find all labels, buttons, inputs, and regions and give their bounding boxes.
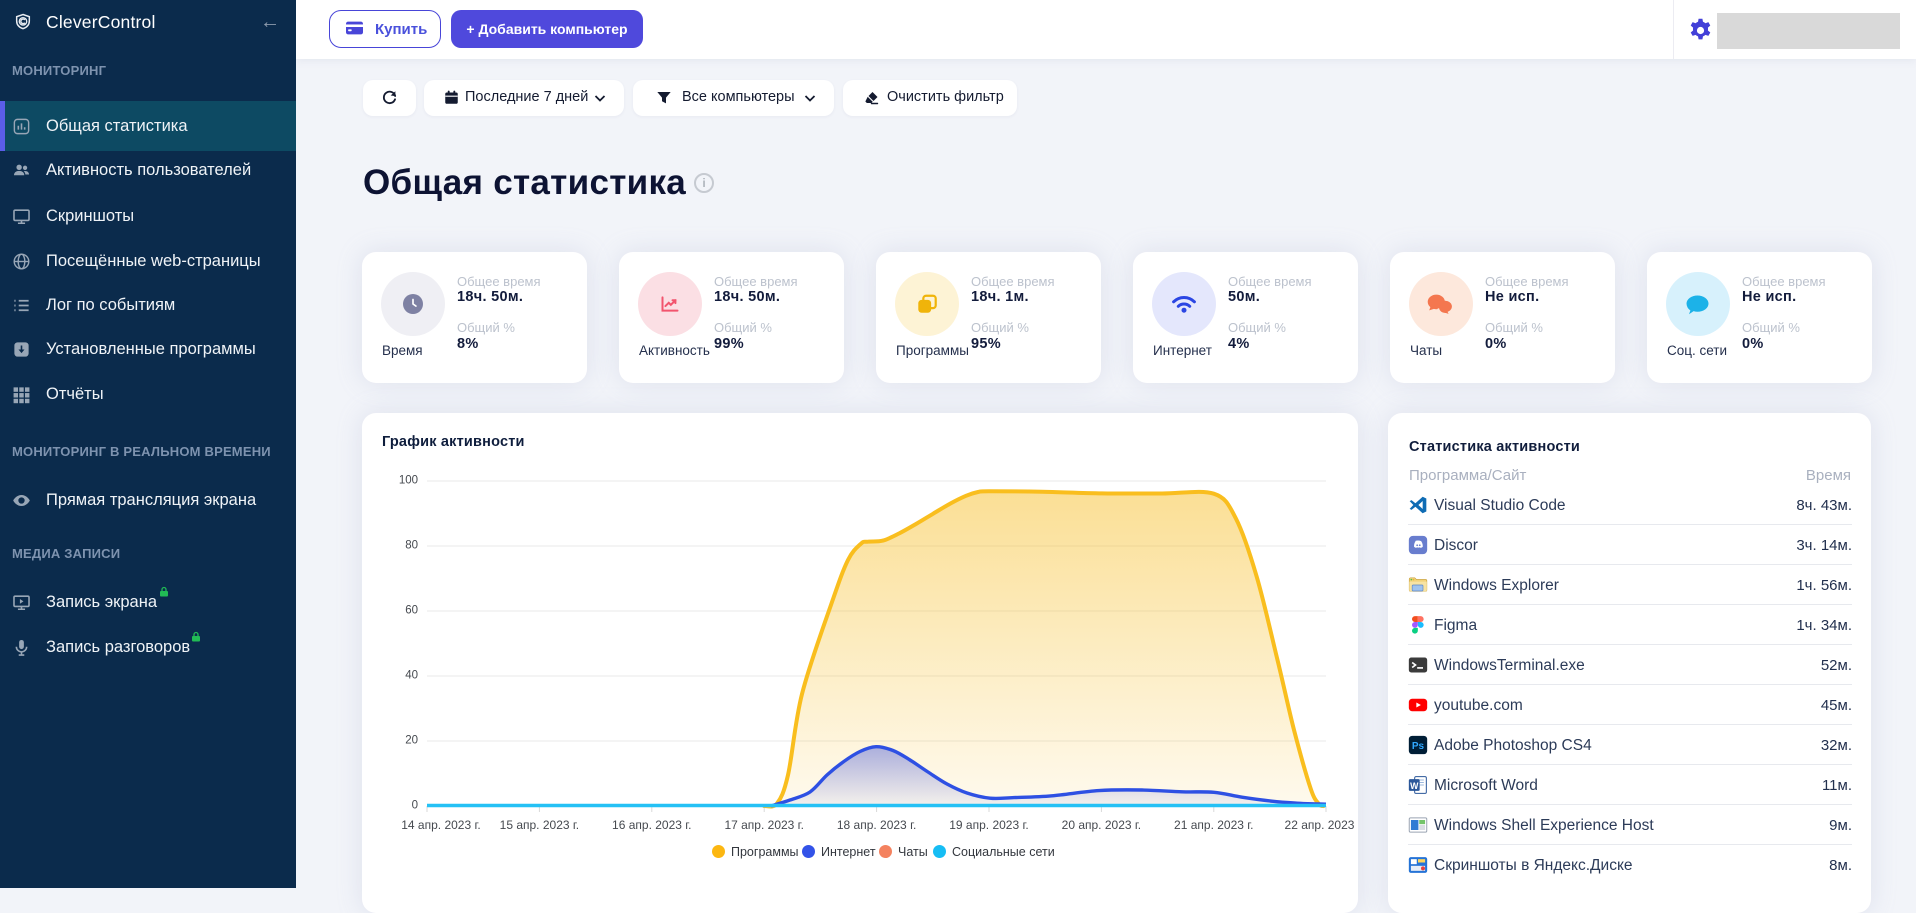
svg-text:15 апр. 2023 г.: 15 апр. 2023 г. xyxy=(500,818,579,832)
svg-text:21 апр. 2023 г.: 21 апр. 2023 г. xyxy=(1174,818,1253,832)
svg-text:100: 100 xyxy=(399,475,418,487)
svg-text:0: 0 xyxy=(412,800,418,812)
svg-text:Ps: Ps xyxy=(1412,741,1425,752)
svg-text:60: 60 xyxy=(405,605,418,617)
svg-text:22 апр. 2023: 22 апр. 2023 xyxy=(1285,818,1355,832)
svg-text:14 апр. 2023 г.: 14 апр. 2023 г. xyxy=(401,818,480,832)
svg-text:W: W xyxy=(1410,781,1419,791)
svg-text:40: 40 xyxy=(405,670,418,682)
svg-text:17 апр. 2023 г.: 17 апр. 2023 г. xyxy=(724,818,803,832)
svg-text:19 апр. 2023 г.: 19 апр. 2023 г. xyxy=(949,818,1028,832)
svg-text:20: 20 xyxy=(405,735,418,747)
svg-text:80: 80 xyxy=(405,540,418,552)
svg-text:20 апр. 2023 г.: 20 апр. 2023 г. xyxy=(1062,818,1141,832)
svg-text:16 апр. 2023 г.: 16 апр. 2023 г. xyxy=(612,818,691,832)
svg-text:18 апр. 2023 г.: 18 апр. 2023 г. xyxy=(837,818,916,832)
